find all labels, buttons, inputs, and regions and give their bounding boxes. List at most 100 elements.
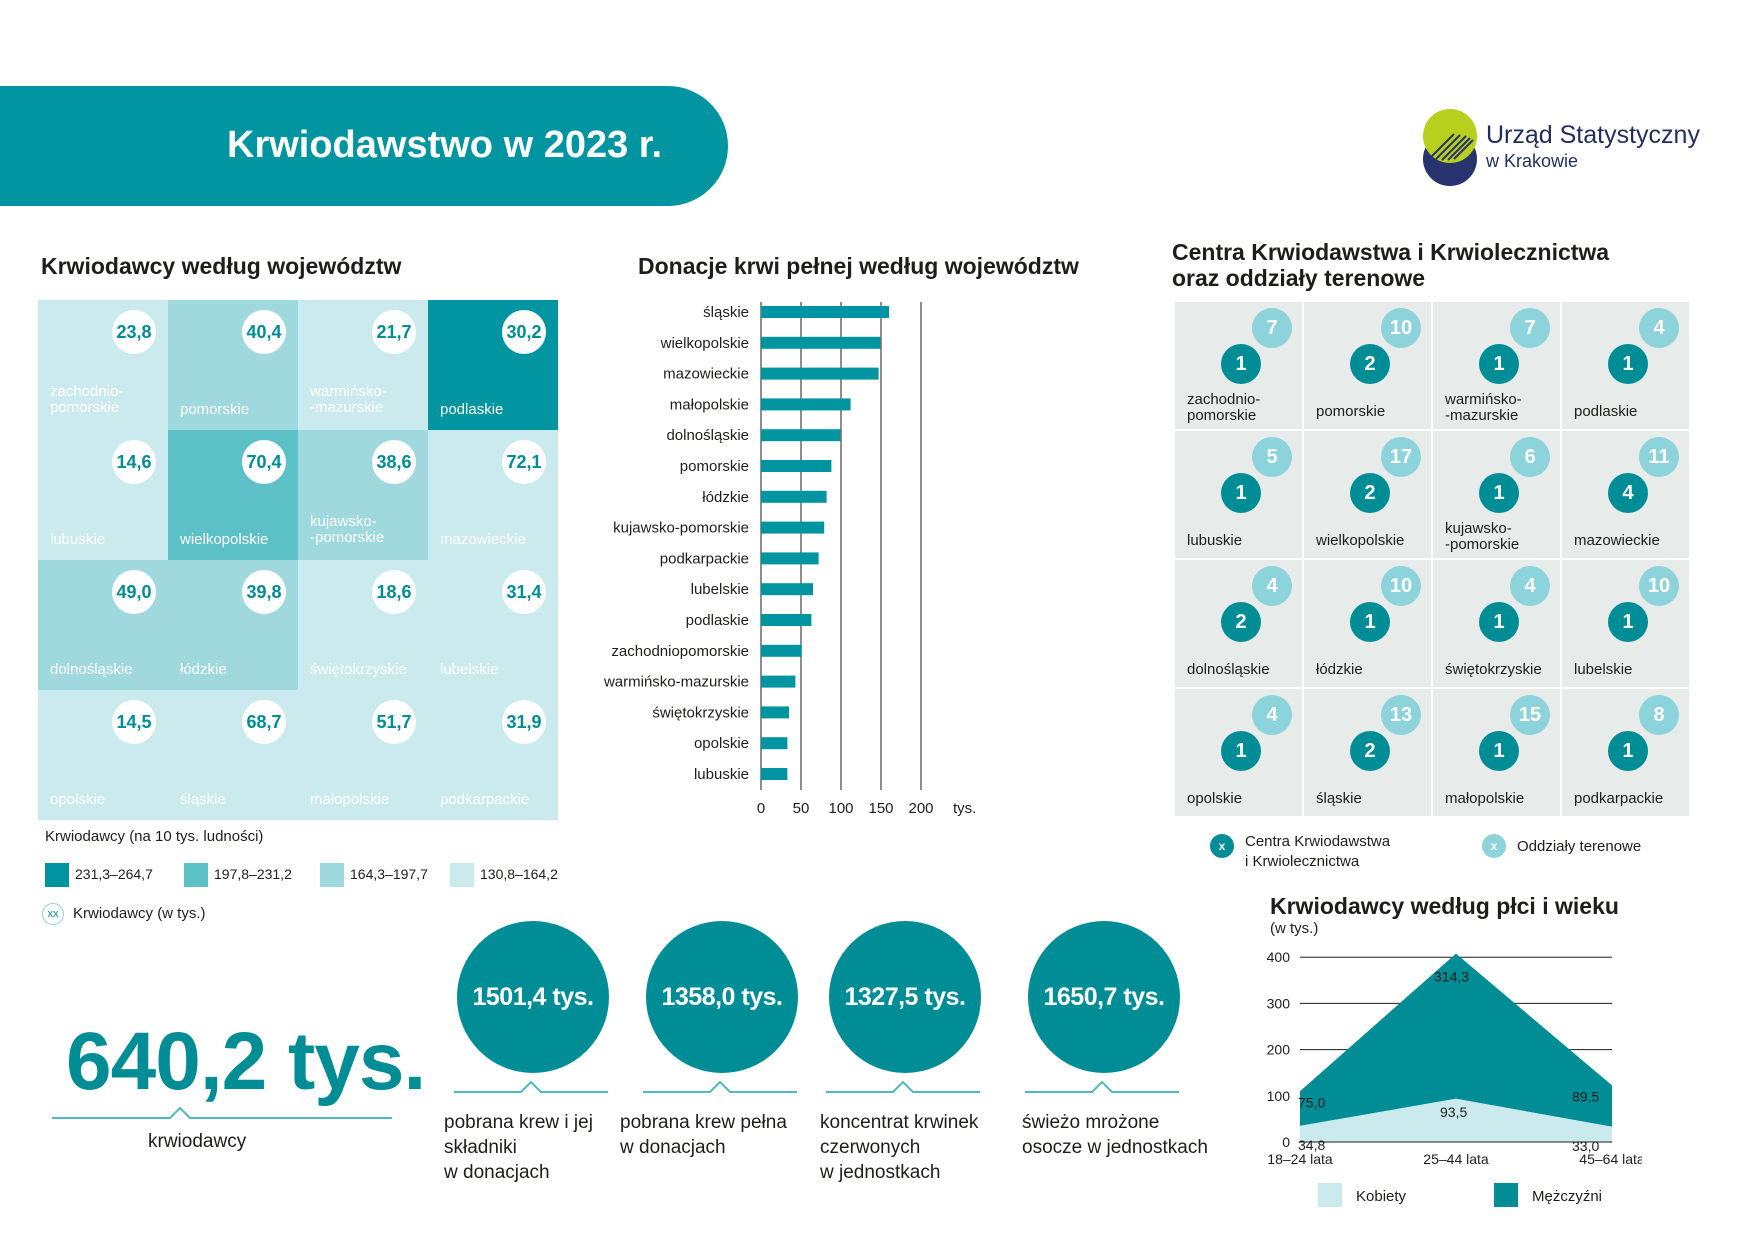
bar-label: podlaskie xyxy=(686,612,749,629)
x-tick-label: 100 xyxy=(828,800,853,817)
legend-center-icon: x xyxy=(1210,834,1234,858)
logo-subtitle: w Krakowie xyxy=(1486,151,1579,171)
region-donors-badge: 72,1 xyxy=(502,440,546,484)
centers-badge: 1 xyxy=(1221,473,1261,513)
region-tile-zachodnio-pomorskie: 23,8 zachodnio- pomorskie xyxy=(38,300,168,430)
x-tick-label: 18–24 lata xyxy=(1267,1151,1333,1167)
legend-label-mezczyzni: Mężczyźni xyxy=(1532,1188,1602,1205)
region-label: mazowieckie xyxy=(440,531,526,548)
legend-center-label: Centra Krwiodawstwa i Krwiolecznictwa xyxy=(1245,833,1391,870)
bar-label: małopolskie xyxy=(670,396,749,413)
center-region-label: lubelskie xyxy=(1574,661,1633,678)
logo-name: Urząd Statystyczny xyxy=(1486,121,1700,149)
center-region-label: śląskie xyxy=(1316,790,1362,807)
branches-badge: 8 xyxy=(1639,695,1679,735)
centers-badge: 1 xyxy=(1221,344,1261,384)
centers-badge: 1 xyxy=(1479,344,1519,384)
branches-badge: 13 xyxy=(1381,695,1421,735)
bar-label: śląskie xyxy=(703,304,749,321)
region-donors-badge: 70,4 xyxy=(242,440,286,484)
donors-legend-title: Krwiodawcy (na 10 tys. ludności) xyxy=(45,828,264,845)
branches-badge: 4 xyxy=(1252,695,1292,735)
legend-branch-icon: x xyxy=(1482,834,1506,858)
center-region-label: zachodnio- pomorskie xyxy=(1187,391,1261,424)
donors-map-title: Krwiodawcy według województw xyxy=(41,253,402,279)
center-region-label: opolskie xyxy=(1187,790,1243,807)
region-label: łódzkie xyxy=(180,661,227,678)
center-region-label: kujawsko- -pomorskie xyxy=(1445,520,1520,553)
region-tile-dolnoslaskie: 49,0 dolnośląskie xyxy=(38,560,168,690)
x-tick-label: 50 xyxy=(793,800,810,817)
region-label: pomorskie xyxy=(180,401,250,418)
region-label: podlaskie xyxy=(440,401,504,418)
logo-circle-lime xyxy=(1423,109,1477,163)
region-donors-badge: 31,9 xyxy=(502,700,546,744)
centers-badge: 2 xyxy=(1350,344,1390,384)
bar-lubelskie xyxy=(761,583,813,596)
bar-label: warmińsko-mazurskie xyxy=(603,674,749,691)
centers-badge: 1 xyxy=(1608,344,1648,384)
bar-lubuskie xyxy=(761,768,788,780)
bar-chart-title: Donacje krwi pełnej według województw xyxy=(638,253,1079,279)
centers-badge: 2 xyxy=(1350,731,1390,771)
bar-opolskie xyxy=(761,737,788,750)
y-tick-label: 200 xyxy=(1267,1042,1291,1058)
bar-label: lubuskie xyxy=(694,766,749,783)
centers-badge: 1 xyxy=(1221,731,1261,771)
stat-caption-1: pobrana krew i jej składniki w donacjach xyxy=(444,1112,593,1183)
bar-label: mazowieckie xyxy=(663,366,749,383)
branches-badge: 4 xyxy=(1639,308,1679,348)
bar-mazowieckie xyxy=(761,367,879,380)
bar-kujawsko-pomorskie xyxy=(761,521,825,534)
logo xyxy=(1423,109,1477,186)
stat-underline-3 xyxy=(826,1080,980,1093)
bar-label: pomorskie xyxy=(680,458,749,475)
bar-label: kujawsko-pomorskie xyxy=(613,520,749,537)
bar-malopolskie xyxy=(761,398,851,411)
center-tile-lubuskie: 5 1 lubuskie xyxy=(1175,431,1302,558)
center-region-label: podlaskie xyxy=(1574,403,1638,420)
centers-badge: 1 xyxy=(1608,731,1648,771)
women-value-label: 93,5 xyxy=(1440,1104,1467,1120)
logo-hatch-icon xyxy=(1431,133,1474,161)
region-label: kujawsko- -pomorskie xyxy=(310,513,385,546)
branches-badge: 10 xyxy=(1639,566,1679,606)
bar-label: lubelskie xyxy=(691,581,749,598)
branches-badge: 4 xyxy=(1510,566,1550,606)
legend-label-3: 164,3–197,7 xyxy=(350,866,428,882)
branches-badge: 17 xyxy=(1381,437,1421,477)
region-tile-lodzkie: 39,8 łódzkie xyxy=(168,560,298,690)
region-donors-badge: 39,8 xyxy=(242,570,286,614)
region-label: warmińsko- -mazurskie xyxy=(310,383,387,416)
region-tile-slaskie: 68,7 śląskie xyxy=(168,690,298,820)
center-tile-mazowieckie: 11 4 mazowieckie xyxy=(1562,431,1689,558)
center-region-label: wielkopolskie xyxy=(1316,532,1405,549)
region-tile-malopolskie: 51,7 małopolskie xyxy=(298,690,428,820)
center-region-label: podkarpackie xyxy=(1574,790,1664,807)
sex-age-area-chart: 0 100 200 300 400 34,8 75,0 93,5 314,3 33,0 89,5 18… xyxy=(1267,949,1642,1207)
stat-circle-2: 1358,0 tys. xyxy=(646,921,798,1073)
y-tick-label: 100 xyxy=(1267,1088,1291,1104)
center-tile-opolskie: 4 1 opolskie xyxy=(1175,689,1302,816)
region-label: lubelskie xyxy=(440,661,499,678)
men-value-label: 314,3 xyxy=(1434,969,1469,985)
branches-badge: 15 xyxy=(1510,695,1550,735)
x-tick-label: 200 xyxy=(908,800,933,817)
bar-slaskie xyxy=(761,306,889,318)
region-label: wielkopolskie xyxy=(180,531,269,548)
branches-badge: 7 xyxy=(1510,308,1550,348)
branches-badge: 10 xyxy=(1381,308,1421,348)
bar-label: łódzkie xyxy=(702,489,749,506)
badge-legend-label: Krwiodawcy (w tys.) xyxy=(73,905,206,922)
region-donors-badge: 14,5 xyxy=(112,700,156,744)
centers-badge: 4 xyxy=(1608,473,1648,513)
legend-label-kobiety: Kobiety xyxy=(1356,1188,1407,1205)
region-donors-badge: 31,4 xyxy=(502,570,546,614)
area-men xyxy=(1300,953,1612,1127)
donors-underline xyxy=(52,1106,392,1119)
center-region-label: warmińsko- -mazurskie xyxy=(1445,391,1522,424)
men-value-label: 89,5 xyxy=(1572,1088,1599,1104)
legend-branch-label: Oddziały terenowe xyxy=(1517,838,1642,855)
branches-badge: 6 xyxy=(1510,437,1550,477)
region-tile-wielkopolskie: 70,4 wielkopolskie xyxy=(168,430,298,560)
